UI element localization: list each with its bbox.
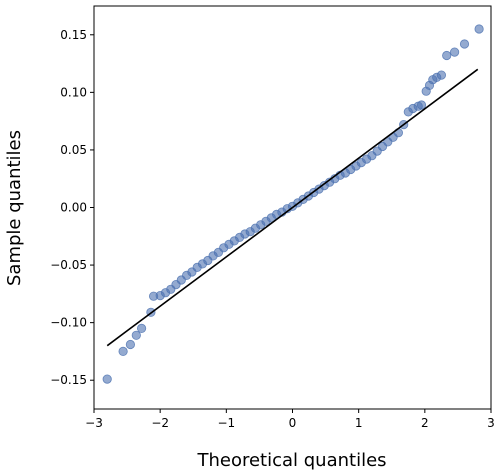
data-point <box>131 330 141 340</box>
x-tick-label: 0 <box>289 416 297 430</box>
data-point <box>474 24 484 34</box>
data-point <box>436 70 446 80</box>
y-axis-ticks: −0.15 −0.10 −0.05 0.00 0.05 0.10 0.15 <box>50 28 94 387</box>
x-tick-label: 2 <box>421 416 429 430</box>
data-point <box>125 339 135 350</box>
data-point <box>137 323 147 333</box>
data-point <box>449 47 460 57</box>
reference-line <box>106 68 479 347</box>
y-tick-label: 0.10 <box>60 85 87 99</box>
x-tick-label: 3 <box>487 416 495 430</box>
data-point <box>416 100 427 110</box>
x-axis-ticks: −3 −2 −1 0 1 2 3 <box>85 409 495 430</box>
y-tick-label: −0.10 <box>50 316 87 330</box>
y-tick-label: 0.05 <box>60 143 87 157</box>
y-tick-label: −0.15 <box>50 373 87 387</box>
data-point <box>102 374 112 384</box>
data-point <box>118 346 128 356</box>
y-axis-label: Sample quantiles <box>4 130 25 286</box>
y-tick-label: −0.05 <box>50 258 87 272</box>
y-tick-label: 0.00 <box>60 201 87 215</box>
y-tick-label: 0.15 <box>60 28 87 42</box>
data-point <box>459 39 470 49</box>
x-axis-label: Theoretical quantiles <box>196 450 386 471</box>
data-point <box>442 50 452 61</box>
x-tick-label: −1 <box>217 416 235 430</box>
x-tick-label: 1 <box>355 416 363 430</box>
x-tick-label: −3 <box>85 416 103 430</box>
points-layer <box>102 24 484 384</box>
x-tick-label: −2 <box>151 416 169 430</box>
